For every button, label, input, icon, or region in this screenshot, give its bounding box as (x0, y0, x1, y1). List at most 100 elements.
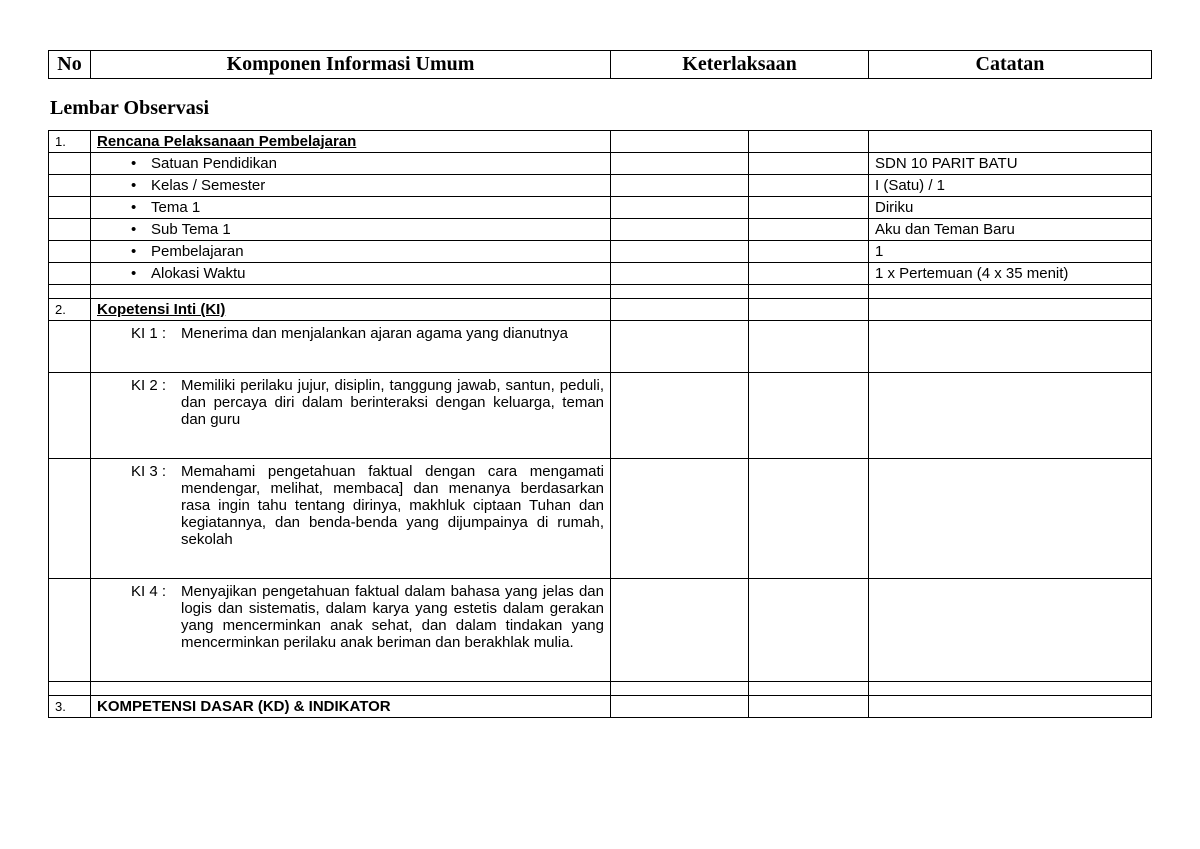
bullet-item: Pembelajaran (91, 241, 611, 263)
empty-cell (49, 197, 91, 219)
bullet-value: 1 (869, 241, 1152, 263)
table-row: Pembelajaran 1 (49, 241, 1152, 263)
empty-cell (749, 175, 869, 197)
empty-cell (49, 241, 91, 263)
ki-label: KI 2 : (131, 377, 181, 428)
ki-label: KI 4 : (131, 583, 181, 651)
empty-cell (49, 459, 91, 579)
section-1-row: 1. Rencana Pelaksanaan Pembelajaran (49, 131, 1152, 153)
spacer-row (49, 682, 1152, 696)
bullet-icon (131, 155, 151, 172)
empty-cell (49, 321, 91, 373)
empty-cell (749, 696, 869, 718)
empty-cell (91, 285, 611, 299)
table-row: Satuan Pendidikan SDN 10 PARIT BATU (49, 153, 1152, 175)
bullet-label: Sub Tema 1 (151, 221, 231, 238)
bullet-value: SDN 10 PARIT BATU (869, 153, 1152, 175)
section-3-title: KOMPETENSI DASAR (KD) & INDIKATOR (91, 696, 611, 718)
empty-cell (749, 131, 869, 153)
empty-cell (749, 579, 869, 682)
empty-cell (49, 175, 91, 197)
empty-cell (611, 373, 749, 459)
empty-cell (91, 682, 611, 696)
table-row: Sub Tema 1 Aku dan Teman Baru (49, 219, 1152, 241)
ki-item: KI 1 : Menerima dan menjalankan ajaran a… (91, 321, 611, 373)
bullet-icon (131, 177, 151, 194)
empty-cell (49, 263, 91, 285)
bullet-item: Kelas / Semester (91, 175, 611, 197)
empty-cell (611, 197, 749, 219)
ki-text: Memahami pengetahuan faktual dengan cara… (181, 463, 604, 548)
empty-cell (611, 285, 749, 299)
empty-cell (611, 696, 749, 718)
ki-label: KI 1 : (131, 325, 181, 342)
empty-cell (49, 219, 91, 241)
ki-text: Menyajikan pengetahuan faktual dalam bah… (181, 583, 604, 651)
bullet-label: Alokasi Waktu (151, 265, 245, 282)
header-keterlaksaan: Keterlaksaan (611, 51, 869, 79)
ki-item: KI 2 : Memiliki perilaku jujur, disiplin… (91, 373, 611, 459)
empty-cell (749, 299, 869, 321)
empty-cell (869, 285, 1152, 299)
empty-cell (611, 241, 749, 263)
ki-row: KI 2 : Memiliki perilaku jujur, disiplin… (49, 373, 1152, 459)
empty-cell (869, 579, 1152, 682)
section-3-num: 3. (49, 696, 91, 718)
empty-cell (749, 219, 869, 241)
empty-cell (869, 459, 1152, 579)
bullet-label: Satuan Pendidikan (151, 155, 277, 172)
header-row: No Komponen Informasi Umum Keterlaksaan … (49, 51, 1152, 79)
empty-cell (869, 696, 1152, 718)
bullet-item: Alokasi Waktu (91, 263, 611, 285)
table-row: Tema 1 Diriku (49, 197, 1152, 219)
ki-row: KI 4 : Menyajikan pengetahuan faktual da… (49, 579, 1152, 682)
empty-cell (749, 263, 869, 285)
empty-cell (749, 241, 869, 263)
section-2-num: 2. (49, 299, 91, 321)
bullet-value: 1 x Pertemuan (4 x 35 menit) (869, 263, 1152, 285)
section-1-title: Rencana Pelaksanaan Pembelajaran (91, 131, 611, 153)
empty-cell (611, 299, 749, 321)
empty-cell (749, 373, 869, 459)
empty-cell (611, 175, 749, 197)
bullet-item: Tema 1 (91, 197, 611, 219)
bullet-value: I (Satu) / 1 (869, 175, 1152, 197)
bullet-item: Satuan Pendidikan (91, 153, 611, 175)
bullet-value: Aku dan Teman Baru (869, 219, 1152, 241)
section-3-row: 3. KOMPETENSI DASAR (KD) & INDIKATOR (49, 696, 1152, 718)
bullet-label: Kelas / Semester (151, 177, 265, 194)
bullet-icon (131, 221, 151, 238)
empty-cell (611, 263, 749, 285)
ki-item: KI 4 : Menyajikan pengetahuan faktual da… (91, 579, 611, 682)
empty-cell (611, 131, 749, 153)
subtitle: Lembar Observasi (50, 97, 1152, 120)
empty-cell (869, 131, 1152, 153)
empty-cell (49, 579, 91, 682)
bullet-label: Tema 1 (151, 199, 200, 216)
empty-cell (611, 579, 749, 682)
spacer-row (49, 285, 1152, 299)
empty-cell (869, 321, 1152, 373)
ki-row: KI 1 : Menerima dan menjalankan ajaran a… (49, 321, 1152, 373)
empty-cell (749, 285, 869, 299)
header-catatan: Catatan (869, 51, 1152, 79)
section-2-title: Kopetensi Inti (KI) (91, 299, 611, 321)
empty-cell (49, 373, 91, 459)
empty-cell (611, 682, 749, 696)
header-komponen: Komponen Informasi Umum (91, 51, 611, 79)
bullet-item: Sub Tema 1 (91, 219, 611, 241)
empty-cell (749, 153, 869, 175)
section-2-row: 2. Kopetensi Inti (KI) (49, 299, 1152, 321)
empty-cell (49, 682, 91, 696)
bullet-icon (131, 265, 151, 282)
empty-cell (869, 373, 1152, 459)
empty-cell (749, 682, 869, 696)
ki-item: KI 3 : Memahami pengetahuan faktual deng… (91, 459, 611, 579)
table-row: Alokasi Waktu 1 x Pertemuan (4 x 35 meni… (49, 263, 1152, 285)
ki-label: KI 3 : (131, 463, 181, 548)
ki-text: Memiliki perilaku jujur, disiplin, tangg… (181, 377, 604, 428)
bullet-icon (131, 199, 151, 216)
empty-cell (869, 299, 1152, 321)
empty-cell (749, 321, 869, 373)
ki-row: KI 3 : Memahami pengetahuan faktual deng… (49, 459, 1152, 579)
